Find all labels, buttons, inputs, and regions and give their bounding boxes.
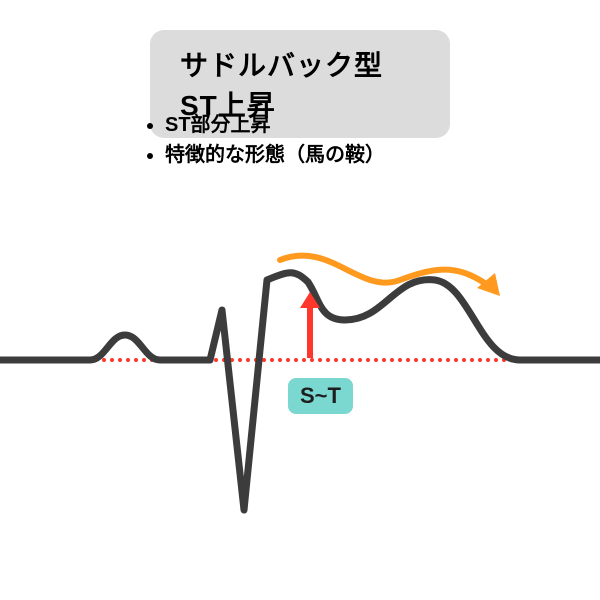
st-label-badge: S~T [288,378,353,414]
list-item: 特徴的な形態（馬の鞍） [165,140,385,170]
bullet-list: ST部分上昇 特徴的な形態（馬の鞍） [165,110,385,170]
st-label-text: S~T [300,383,341,408]
bullet-text: 特徴的な形態（馬の鞍） [165,144,385,166]
bullet-text: ST部分上昇 [165,114,271,136]
list-item: ST部分上昇 [165,110,385,140]
